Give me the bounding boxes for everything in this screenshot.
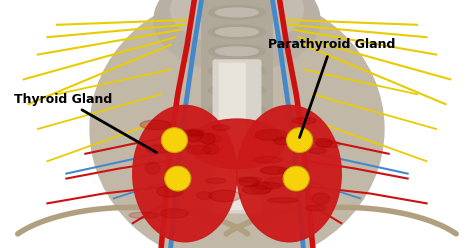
Ellipse shape: [160, 142, 191, 150]
Ellipse shape: [209, 64, 265, 78]
Ellipse shape: [309, 148, 327, 154]
Ellipse shape: [268, 198, 298, 203]
Ellipse shape: [216, 66, 258, 75]
Ellipse shape: [161, 128, 187, 153]
Ellipse shape: [209, 142, 265, 156]
Ellipse shape: [277, 168, 300, 173]
Ellipse shape: [216, 8, 258, 17]
Ellipse shape: [157, 186, 183, 197]
Ellipse shape: [274, 137, 291, 145]
Ellipse shape: [197, 134, 221, 144]
Ellipse shape: [209, 123, 265, 136]
Ellipse shape: [255, 129, 287, 141]
Ellipse shape: [317, 140, 340, 148]
Ellipse shape: [253, 182, 282, 189]
Ellipse shape: [216, 105, 258, 114]
Ellipse shape: [184, 129, 204, 137]
Ellipse shape: [216, 125, 258, 134]
Ellipse shape: [209, 25, 265, 39]
Ellipse shape: [265, 177, 291, 186]
Ellipse shape: [209, 103, 265, 117]
Ellipse shape: [174, 130, 203, 136]
Ellipse shape: [146, 145, 170, 153]
Ellipse shape: [201, 133, 215, 144]
FancyBboxPatch shape: [219, 63, 245, 209]
Ellipse shape: [237, 105, 341, 242]
Ellipse shape: [145, 162, 160, 174]
Ellipse shape: [216, 28, 258, 36]
Text: Parathyroid Gland: Parathyroid Gland: [268, 38, 395, 137]
Ellipse shape: [187, 145, 211, 155]
Ellipse shape: [260, 167, 288, 174]
Ellipse shape: [171, 0, 303, 45]
Ellipse shape: [206, 178, 226, 184]
Ellipse shape: [209, 6, 265, 19]
Ellipse shape: [129, 212, 159, 218]
Ellipse shape: [160, 209, 188, 218]
Ellipse shape: [190, 119, 284, 169]
Ellipse shape: [140, 120, 171, 129]
FancyBboxPatch shape: [213, 60, 261, 213]
FancyBboxPatch shape: [202, 0, 272, 163]
Ellipse shape: [203, 144, 219, 154]
Ellipse shape: [133, 105, 237, 242]
Ellipse shape: [242, 185, 271, 194]
Ellipse shape: [251, 182, 272, 193]
Ellipse shape: [154, 0, 320, 72]
Ellipse shape: [186, 130, 202, 142]
Ellipse shape: [216, 86, 258, 95]
Ellipse shape: [312, 193, 330, 205]
Ellipse shape: [316, 138, 332, 147]
Ellipse shape: [90, 0, 384, 248]
Ellipse shape: [164, 166, 191, 191]
Ellipse shape: [197, 192, 212, 199]
Ellipse shape: [239, 178, 259, 186]
Ellipse shape: [209, 45, 265, 58]
Ellipse shape: [216, 47, 258, 56]
Ellipse shape: [292, 117, 316, 124]
Ellipse shape: [212, 125, 230, 130]
Ellipse shape: [286, 128, 312, 153]
Ellipse shape: [254, 156, 282, 163]
Ellipse shape: [238, 177, 262, 182]
Ellipse shape: [283, 166, 309, 191]
Text: Thyroid Gland: Thyroid Gland: [14, 93, 156, 152]
Ellipse shape: [209, 84, 265, 97]
Ellipse shape: [216, 144, 258, 153]
Ellipse shape: [209, 190, 241, 202]
Ellipse shape: [305, 205, 326, 211]
